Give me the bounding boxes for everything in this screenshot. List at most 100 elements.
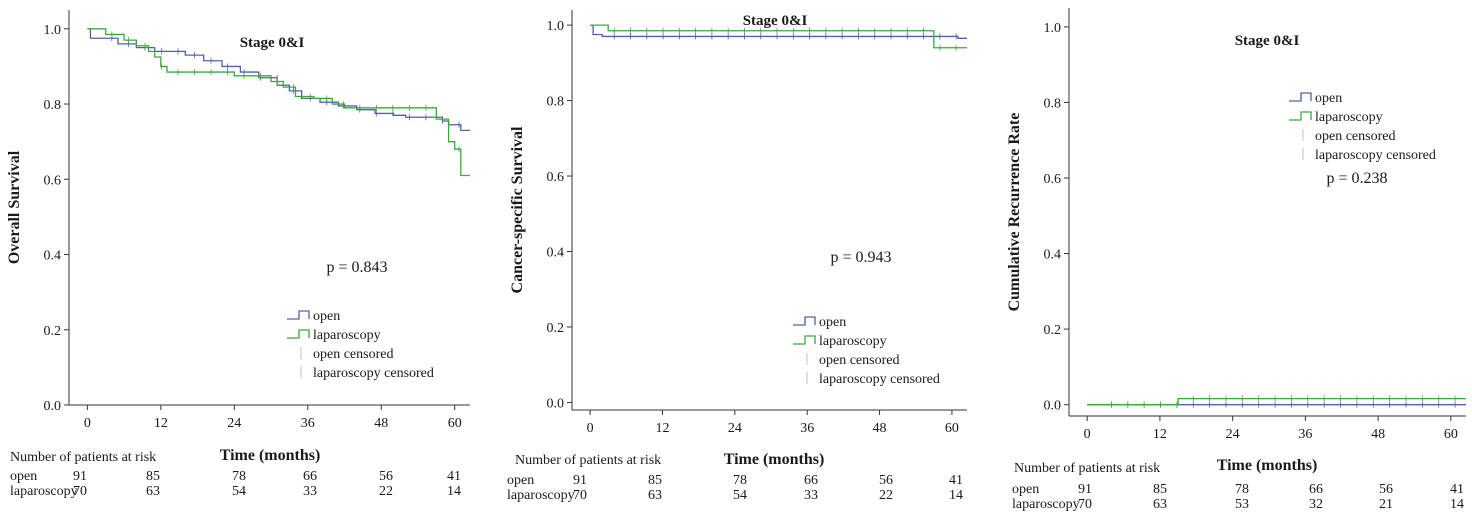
x-axis-label: Time (months) — [1217, 457, 1318, 474]
risk-value: 85 — [648, 473, 662, 488]
risk-value: 70 — [73, 484, 87, 499]
y-axis-label: Overall Survival — [6, 150, 23, 264]
risk-value: 85 — [1153, 482, 1167, 497]
risk-value: 41 — [1450, 482, 1464, 497]
y-tick-label: 0.8 — [547, 95, 565, 110]
laparoscopy-legend-swatch — [287, 329, 310, 339]
x-tick-label: 24 — [1226, 427, 1240, 442]
km-panel-1: 0.0 0.2 0.4 0.6 0.8 1.0 0 12 24 36 48 60 Overall Sur… — [6, 10, 470, 499]
x-tick-label: 60 — [448, 416, 462, 431]
y-tick-label: 0.6 — [44, 173, 62, 188]
risk-value: 63 — [146, 484, 160, 499]
x-tick-label: 60 — [945, 421, 959, 436]
y-tick-label: 0.6 — [547, 170, 565, 185]
risk-value: 41 — [949, 473, 963, 488]
km-panel-3: 0.0 0.2 0.4 0.6 0.8 1.0 0 12 24 36 48 60 Cumulative … — [1006, 8, 1466, 512]
risk-value: 53 — [1235, 497, 1249, 512]
risk-value: 91 — [573, 473, 587, 488]
x-tick-label: 36 — [800, 421, 814, 436]
x-tick-label: 36 — [1298, 427, 1312, 442]
x-tick-label: 24 — [728, 421, 742, 436]
risk-value: 56 — [1379, 482, 1393, 497]
chart-title: Stage 0&I — [240, 35, 305, 51]
risk-value: 22 — [879, 488, 893, 503]
x-tick-label: 48 — [1371, 427, 1385, 442]
legend-label: laparoscopy — [313, 328, 381, 343]
legend-label: open censored — [313, 347, 393, 362]
risk-value: 78 — [1235, 482, 1249, 497]
risk-value: 78 — [232, 469, 246, 484]
legend-label: open — [1315, 91, 1342, 106]
risk-row-label: open — [1012, 482, 1039, 497]
chart-title: Stage 0&I — [743, 13, 808, 29]
y-tick-label: 0.2 — [44, 324, 62, 339]
p-value: p = 0.843 — [326, 259, 387, 276]
legend-label: open — [819, 315, 846, 330]
risk-value: 66 — [1309, 482, 1323, 497]
x-tick-label: 0 — [84, 416, 91, 431]
x-tick-label: 24 — [227, 416, 241, 431]
risk-value: 21 — [1379, 497, 1393, 512]
risk-value: 56 — [879, 473, 893, 488]
risk-value: 70 — [573, 488, 587, 503]
legend-label: open censored — [1315, 129, 1395, 144]
legend-label: laparoscopy — [819, 334, 887, 349]
x-axis-label: Time (months) — [220, 447, 321, 464]
legend-label: laparoscopy censored — [313, 366, 434, 381]
open-legend-swatch — [287, 310, 310, 320]
risk-value: 78 — [733, 473, 747, 488]
legend-label: laparoscopy — [1315, 110, 1383, 125]
risk-value: 66 — [804, 473, 818, 488]
p-value: p = 0.238 — [1326, 170, 1387, 187]
risk-row-label: laparoscopy — [507, 488, 575, 503]
km-panel-2: 0.0 0.2 0.4 0.6 0.8 1.0 0 12 24 36 48 60 Cancer-spec… — [507, 10, 967, 503]
risk-value: 54 — [232, 484, 246, 499]
x-tick-label: 12 — [1153, 427, 1167, 442]
legend-label: open — [313, 309, 340, 324]
y-tick-label: 1.0 — [44, 23, 62, 38]
legend-label: laparoscopy censored — [819, 372, 940, 387]
risk-value: 91 — [73, 469, 87, 484]
risk-row-label: laparoscopy — [10, 484, 78, 499]
x-tick-label: 48 — [873, 421, 887, 436]
risk-value: 41 — [447, 469, 461, 484]
risk-row-label: open — [507, 473, 534, 488]
chart-title: Stage 0&I — [1235, 33, 1300, 49]
laparoscopy-km-curve — [590, 24, 967, 49]
y-tick-label: 1.0 — [1044, 21, 1062, 36]
y-tick-label: 0.4 — [547, 246, 565, 261]
risk-table-title: Number of patients at risk — [1014, 461, 1160, 476]
risk-value: 85 — [146, 469, 160, 484]
risk-value: 63 — [1153, 497, 1167, 512]
risk-value: 91 — [1078, 482, 1092, 497]
open-km-curve — [590, 24, 967, 39]
y-tick-label: 0.2 — [1044, 323, 1062, 338]
y-axis-label: Cumulative Recurrence Rate — [1006, 113, 1023, 312]
laparoscopy-km-curve — [1087, 397, 1466, 406]
x-tick-label: 0 — [587, 421, 594, 436]
open-km-curve — [87, 28, 470, 132]
risk-value: 33 — [303, 484, 317, 499]
y-tick-label: 0.2 — [547, 321, 565, 336]
risk-value: 14 — [949, 488, 963, 503]
x-tick-label: 36 — [301, 416, 315, 431]
x-tick-label: 60 — [1444, 427, 1458, 442]
risk-table-title: Number of patients at risk — [515, 453, 661, 468]
risk-value: 56 — [379, 469, 393, 484]
x-axis-label: Time (months) — [724, 451, 825, 468]
open-legend-swatch — [1289, 92, 1312, 102]
risk-table-title: Number of patients at risk — [10, 450, 156, 465]
y-tick-label: 0.8 — [44, 98, 62, 113]
risk-value: 63 — [648, 488, 662, 503]
y-tick-label: 0.4 — [1044, 248, 1062, 263]
x-tick-label: 12 — [655, 421, 669, 436]
laparoscopy-legend-swatch — [1289, 111, 1312, 121]
x-tick-label: 0 — [1084, 427, 1091, 442]
risk-value: 33 — [804, 488, 818, 503]
risk-value: 14 — [1450, 497, 1464, 512]
legend-label: laparoscopy censored — [1315, 148, 1436, 163]
risk-value: 32 — [1309, 497, 1323, 512]
x-tick-label: 48 — [374, 416, 388, 431]
y-axis-label: Cancer-specific Survival — [509, 126, 526, 293]
